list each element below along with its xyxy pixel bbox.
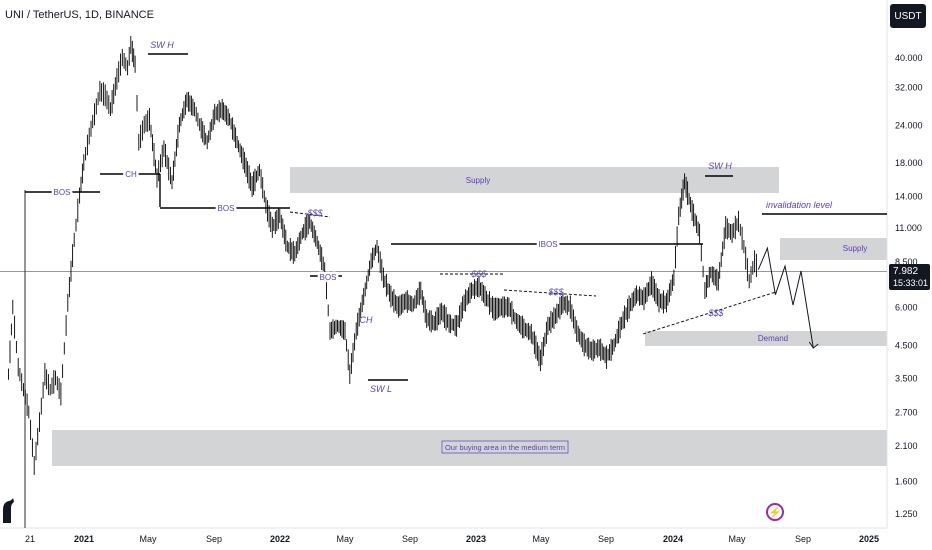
time-tick-label: May	[336, 534, 354, 544]
bar-countdown: 15:33:01	[893, 277, 929, 288]
sw-high-label-2: SW H	[708, 161, 732, 171]
price-tick-label: 40.000	[895, 53, 923, 63]
demand-zone	[645, 331, 887, 346]
current-price-box: 7.982 15:33:01	[889, 264, 930, 290]
price-tick-label: 4.500	[895, 341, 918, 351]
zones-layer	[52, 167, 887, 466]
ch-label-2: CH	[360, 315, 373, 325]
tradingview-dino-icon	[3, 498, 14, 523]
time-tick-label: 2025	[859, 534, 879, 544]
time-tick-label: 2023	[466, 534, 486, 544]
price-tick-label: 24.000	[895, 120, 923, 130]
bos-label-1: BOS	[54, 188, 71, 197]
time-tick-label: Sep	[795, 534, 811, 544]
price-tick-label: 2.700	[895, 408, 918, 418]
liq-line-4	[642, 291, 777, 335]
liq-line-3	[503, 289, 597, 297]
ch-label: CH	[125, 170, 137, 179]
time-tick-label: 2022	[270, 534, 290, 544]
liq-label-2: $$$	[470, 269, 487, 279]
time-tick-label: 21	[25, 534, 35, 544]
price-tick-label: 6.000	[895, 303, 918, 313]
supply-zone-2	[780, 238, 887, 260]
liq-label-4: $$$	[707, 308, 724, 318]
price-tick-label: 3.500	[895, 374, 918, 384]
time-tick-label: 2021	[74, 534, 94, 544]
time-tick-label: May	[139, 534, 157, 544]
bos-label-3: BOS	[320, 273, 337, 282]
time-ticks-layer: 21 2021 May Sep 2022 May Sep 2023 May Sep 2024 May S…	[25, 534, 879, 544]
ibos-label: IBOS	[538, 240, 557, 249]
buying-area-label-box	[441, 440, 569, 454]
current-price-value: 7.982	[893, 265, 919, 277]
bos-label-2: BOS	[218, 204, 235, 213]
demand-label: Demand	[758, 334, 788, 343]
buying-area-label: Our buying area in the medium term	[445, 443, 565, 452]
time-tick-label: May	[728, 534, 746, 544]
price-tick-label: 1.600	[895, 477, 918, 487]
price-tick-label: 18.000	[895, 158, 923, 168]
liq-label-3: $$$	[547, 287, 564, 297]
labels-layer: BOS CH SW H BOS $$$ BOS CH SW L IBOS $$$ $$$ Supply…	[51, 40, 867, 454]
lightning-bolt-icon[interactable]: ⚡	[766, 503, 784, 521]
price-tick-label: 8.500	[895, 257, 918, 267]
price-series-layer	[8, 36, 819, 475]
time-tick-label: May	[532, 534, 550, 544]
time-tick-label: Sep	[206, 534, 222, 544]
price-tick-label: 32.000	[895, 83, 923, 93]
supply-label-1: Supply	[466, 176, 490, 185]
time-tick-label: Sep	[598, 534, 614, 544]
time-tick-label: Sep	[402, 534, 418, 544]
currency-tag[interactable]: USDT	[890, 4, 926, 28]
price-tick-label: 14.000	[895, 191, 923, 201]
projection-arrowhead	[808, 341, 819, 349]
buying-area-zone	[52, 430, 887, 466]
price-tick-label: 2.100	[895, 441, 918, 451]
projection-path	[757, 246, 814, 349]
supply-zone-1	[290, 167, 779, 193]
price-tick-label: 11.000	[895, 223, 922, 233]
sw-high-label-1: SW H	[150, 40, 174, 50]
supply-label-2: Supply	[843, 244, 867, 253]
invalidation-label: invalidation level	[766, 200, 833, 210]
marks-layer	[25, 53, 887, 381]
price-tick-label: 1.250	[895, 509, 918, 519]
time-tick-label: 2024	[663, 534, 683, 544]
sw-low-label: SW L	[370, 384, 392, 394]
liq-label-1: $$$	[306, 208, 323, 218]
chart-title: UNI / TetherUS, 1D, BINANCE	[5, 9, 154, 21]
